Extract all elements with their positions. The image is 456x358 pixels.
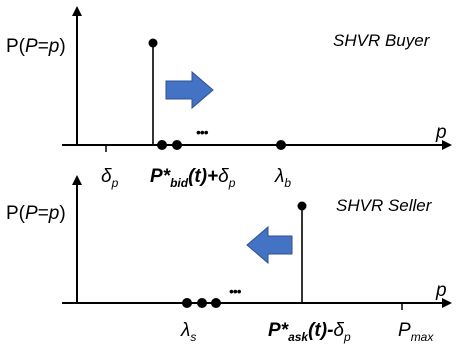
buyer-ellipsis: ••• [196, 124, 209, 140]
buyer-panel: P(P=p) SHVR Buyer ••• p δp P*bid(t)+δp λ… [6, 6, 452, 190]
buyer-lambda-point [276, 140, 286, 150]
buyer-delta-label: δp [101, 166, 119, 190]
seller-axis-point [211, 298, 221, 308]
buyer-spike-point [148, 38, 158, 48]
buyer-title: SHVR Buyer [333, 31, 431, 50]
seller-y-label: P(P=p) [6, 203, 66, 224]
buyer-y-label: P(P=p) [6, 36, 66, 57]
seller-spike-point [297, 201, 307, 211]
seller-panel: P(P=p) SHVR Seller ••• p λs P*ask(t)-δp … [6, 175, 452, 344]
seller-lambda-point [182, 298, 192, 308]
seller-pmax-label: Pmax [398, 320, 434, 344]
seller-x-var: p [435, 280, 447, 301]
seller-title: SHVR Seller [336, 196, 433, 215]
seller-shift-arrow-icon [246, 225, 293, 265]
seller-axis-point [197, 298, 207, 308]
seller-ask-label: P*ask(t)-δp [268, 320, 351, 344]
buyer-x-var: p [435, 122, 447, 143]
buyer-bid-label: P*bid(t)+δp [150, 166, 236, 190]
seller-lambda-label: λs [180, 320, 196, 344]
buyer-axis-point [172, 140, 182, 150]
buyer-axis-point [157, 140, 167, 150]
seller-ellipsis: ••• [229, 283, 242, 299]
buyer-lambda-label: λb [274, 166, 291, 190]
buyer-shift-arrow-icon [165, 70, 214, 110]
